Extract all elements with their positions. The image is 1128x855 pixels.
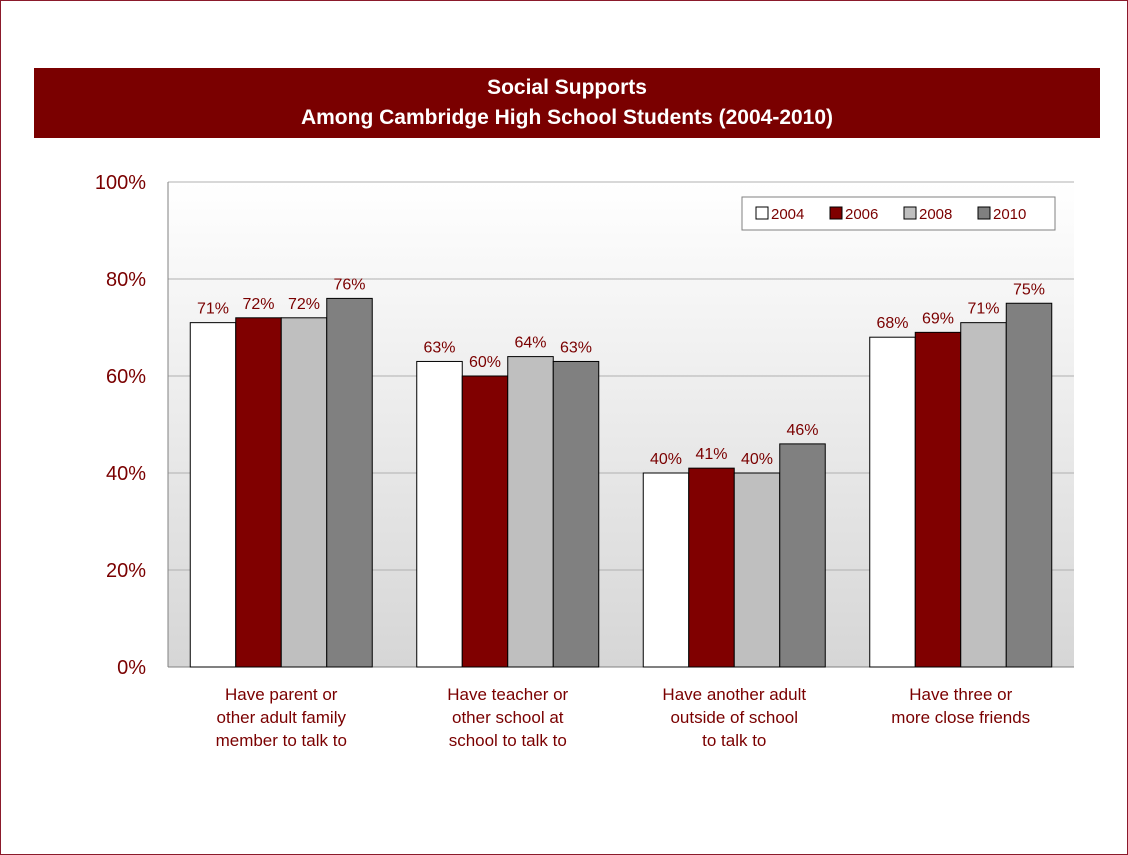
bar-2010 — [1005, 302, 1053, 668]
bar-2006 — [461, 375, 509, 668]
bar-2004 — [416, 360, 463, 668]
x-tick-label-line: school to talk to — [448, 731, 567, 750]
bar-2004 — [642, 472, 690, 668]
legend-swatch-2006 — [829, 206, 843, 220]
bar-2010 — [779, 443, 826, 668]
bar-2010 — [326, 297, 373, 668]
bar-2008 — [507, 356, 554, 668]
x-tick-label-line: other school at — [451, 708, 564, 727]
legend-swatch-2010 — [977, 206, 991, 220]
x-tick-label: Have parent or other adult family member t… — [171, 683, 391, 752]
x-tick-label-line: member to talk to — [215, 731, 347, 750]
bar-2006 — [235, 317, 282, 668]
data-label: 63% — [423, 339, 455, 356]
x-tick-label: Have three or more close friends — [851, 683, 1071, 729]
data-label: 40% — [650, 451, 682, 468]
bar-2008 — [960, 322, 1007, 668]
data-label: 76% — [333, 276, 365, 293]
bar-2006 — [914, 331, 962, 668]
title-banner: Social Supports Among Cambridge High Sch… — [34, 68, 1100, 138]
legend-label-2004: 2004 — [771, 206, 804, 223]
x-tick-label-line: Have parent or — [225, 685, 338, 704]
data-label: 72% — [288, 296, 320, 313]
x-tick-label-line: Have teacher or — [447, 685, 569, 704]
data-label: 64% — [514, 335, 546, 352]
data-label: 46% — [786, 422, 818, 439]
y-tick-label: 80% — [106, 269, 146, 291]
y-tick-label: 0% — [117, 657, 146, 679]
legend-swatch-2008 — [903, 206, 917, 220]
data-label: 41% — [695, 446, 727, 463]
x-tick-label-line: Have three or — [909, 685, 1013, 704]
bar-2008 — [733, 472, 781, 668]
data-label: 71% — [197, 301, 229, 318]
chart-title: Social Supports — [487, 76, 647, 99]
x-tick-label-line: Have another adult — [662, 685, 807, 704]
legend-label-2010: 2010 — [993, 206, 1026, 223]
data-label: 71% — [967, 301, 999, 318]
x-tick-label-line: other adult family — [216, 708, 346, 727]
bar-2004 — [869, 336, 916, 668]
x-tick-label: Have teacher or other school at school to … — [398, 683, 618, 752]
bar-2004 — [189, 322, 237, 668]
data-label: 60% — [469, 354, 501, 371]
x-tick-label: Have another adult outside of school to ta… — [624, 683, 844, 752]
legend-label-2008: 2008 — [919, 206, 952, 223]
y-tick-label: 100% — [95, 172, 146, 194]
data-label: 40% — [741, 451, 773, 468]
x-tick-label-line: more close friends — [891, 708, 1031, 727]
bar-2010 — [552, 360, 600, 668]
legend-box — [741, 196, 1056, 231]
bar-2006 — [688, 467, 735, 668]
y-tick-label: 60% — [106, 366, 146, 388]
data-label: 69% — [922, 310, 954, 327]
bar-2008 — [280, 317, 328, 668]
legend-swatch-2004 — [755, 206, 769, 220]
x-tick-label-line: to talk to — [702, 731, 767, 750]
y-tick-label: 40% — [106, 463, 146, 485]
y-tick-label: 20% — [106, 560, 146, 582]
data-label: 75% — [1013, 281, 1045, 298]
chart-subtitle: Among Cambridge High School Students (20… — [300, 106, 834, 129]
data-label: 63% — [560, 339, 592, 356]
x-tick-label-line: outside of school — [670, 708, 799, 727]
legend-label-2006: 2006 — [845, 206, 878, 223]
data-label: 68% — [876, 315, 908, 332]
data-label: 72% — [242, 296, 274, 313]
